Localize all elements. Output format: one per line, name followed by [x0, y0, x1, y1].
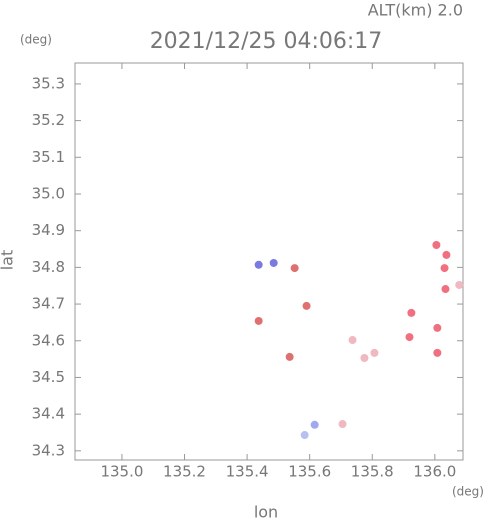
echo-point [432, 240, 441, 249]
echo-point [440, 264, 449, 273]
x-tick-label: 135.0 [100, 463, 143, 481]
y-tick-label: 35.2 [32, 111, 65, 129]
echo-point [348, 336, 357, 345]
y-tick-label: 34.6 [32, 331, 65, 349]
y-tick-label: 35.3 [32, 74, 65, 92]
echo-point [433, 348, 442, 357]
x-unit: (deg) [452, 485, 484, 499]
x-tick-label: 135.4 [226, 463, 269, 481]
x-axis-label: lon [254, 503, 278, 522]
echo-point [360, 353, 369, 362]
echo-point [405, 333, 414, 342]
y-tick-label: 34.8 [32, 258, 65, 276]
echo-point [433, 323, 442, 332]
y-axis-label: lat [0, 250, 17, 271]
y-tick-label: 34.3 [32, 441, 65, 459]
x-tick-label: 136.0 [413, 463, 456, 481]
y-tick-label: 34.5 [32, 368, 65, 386]
y-tick-label: 35.0 [32, 184, 65, 202]
echo-point [310, 420, 319, 429]
echo-point [455, 280, 464, 289]
echo-point [338, 420, 347, 429]
echo-point [407, 308, 416, 317]
y-tick-label: 35.1 [32, 148, 65, 166]
chart-title: 2021/12/25 04:06:17 [150, 29, 383, 54]
echo-point [290, 264, 299, 273]
echo-point [441, 285, 450, 294]
y-tick-label: 34.7 [32, 295, 65, 313]
echo-point [302, 301, 311, 310]
x-tick-label: 135.8 [351, 463, 394, 481]
echo-point [300, 431, 309, 440]
echo-point [254, 316, 263, 325]
echo-point [442, 250, 451, 259]
y-tick-label: 34.4 [32, 405, 65, 423]
echo-point [269, 258, 278, 267]
subtitle: ALT(km) 2.0 [368, 1, 463, 20]
echo-point [254, 260, 263, 269]
x-tick-label: 135.2 [163, 463, 206, 481]
y-unit: (deg) [20, 33, 52, 47]
echo-point [370, 348, 379, 357]
echo-point [285, 352, 294, 361]
plot-frame [74, 62, 464, 461]
y-tick-label: 34.9 [32, 221, 65, 239]
x-tick-label: 135.6 [288, 463, 331, 481]
